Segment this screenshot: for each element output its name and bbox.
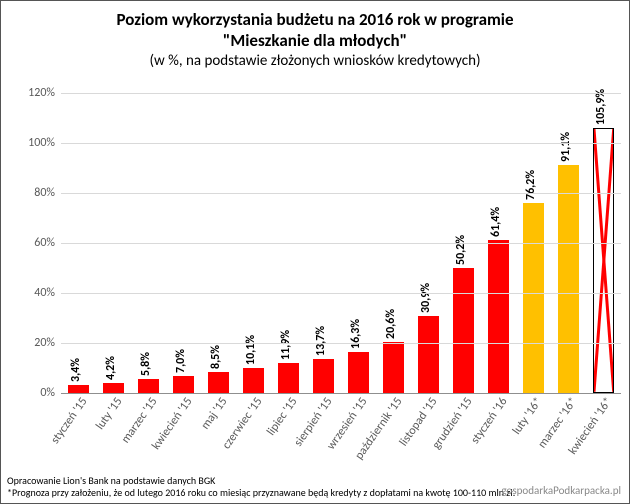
gridline <box>61 293 621 294</box>
bar-value-label: 5,8% <box>139 351 153 375</box>
bar-value-label: 105,9% <box>594 89 608 125</box>
x-axis-label: maj '15 <box>198 395 230 432</box>
gridline <box>61 193 621 194</box>
bar-value-label: 4,2% <box>104 355 118 379</box>
gridline <box>61 243 621 244</box>
bar: 10,1% <box>243 368 265 393</box>
chart-titles: Poziom wykorzystania budżetu na 2016 rok… <box>1 1 629 70</box>
bar: 7,0% <box>173 376 195 394</box>
bar-value-label: 16,3% <box>349 319 363 349</box>
gridline <box>61 343 621 344</box>
bar: 4,2% <box>103 383 125 394</box>
y-tick-label: 120% <box>28 86 55 100</box>
y-tick-label: 40% <box>34 286 55 300</box>
chart-title-line1: Poziom wykorzystania budżetu na 2016 rok… <box>1 9 629 30</box>
bar: 61,4% <box>488 240 510 394</box>
bar-value-label: 30,9% <box>419 283 433 313</box>
plot-region: 3,4% 4,2% 5,8% 7,0% 8,5% 10,1% 11,9% 13,7% 16,3%… <box>61 93 621 394</box>
bar: 91,1% <box>558 165 580 393</box>
x-label-slot: czerwiec '15 <box>236 393 271 483</box>
bar-value-label: 13,7% <box>314 326 328 356</box>
chart-footer: Opracowanie Lion's Bank na podstawie dan… <box>7 475 515 499</box>
bar-value-label: 8,5% <box>209 345 223 369</box>
bar: 50,2% <box>453 268 475 394</box>
bar: 76,2% <box>523 203 545 394</box>
x-label-slot: styczeń '15 <box>61 393 96 483</box>
cross-icon <box>594 129 614 392</box>
y-tick-label: 80% <box>34 186 55 200</box>
gridline <box>61 143 621 144</box>
bar: 30,9% <box>418 316 440 393</box>
x-label-slot: styczeń '16 <box>481 393 516 483</box>
bar: 16,3% <box>348 352 370 393</box>
bar-value-label: 7,0% <box>174 348 188 372</box>
bar-value-label: 91,1% <box>559 132 573 162</box>
chart-title-line2: "Mieszkanie dla młodych" <box>1 30 629 51</box>
bar: 11,9% <box>278 363 300 393</box>
bar-value-label: 11,9% <box>279 330 293 360</box>
bar-value-label: 61,4% <box>489 206 503 236</box>
y-tick-label: 20% <box>34 336 55 350</box>
x-label-slot: kwiecień '15 <box>166 393 201 483</box>
bar: 8,5% <box>208 372 230 393</box>
x-axis-label: styczeń '15 <box>48 395 90 447</box>
chart-frame: Poziom wykorzystania budżetu na 2016 rok… <box>0 0 630 504</box>
bar-value-label: 10,1% <box>244 335 258 365</box>
chart-area: 3,4% 4,2% 5,8% 7,0% 8,5% 10,1% 11,9% 13,7% 16,3%… <box>61 93 621 393</box>
y-tick-label: 60% <box>34 236 55 250</box>
chart-subtitle: (w %, na podstawie złożonych wniosków kr… <box>1 52 629 71</box>
x-axis-label: luty '15 <box>93 395 125 433</box>
y-tick-label: 100% <box>28 136 55 150</box>
x-axis-labels: styczeń '15luty '15marzec '15kwiecień '1… <box>61 393 621 483</box>
watermark: gospodarkaPodkarpacka.pl <box>501 484 621 497</box>
bar-value-label: 76,2% <box>524 169 538 199</box>
footer-line2: *Prognoza przy założeniu, że od lutego 2… <box>7 487 515 499</box>
bar: 5,8% <box>138 379 160 394</box>
bar-value-label: 20,6% <box>384 308 398 338</box>
x-label-slot: kwiecień '16* <box>586 393 621 483</box>
bar: 3,4% <box>68 385 90 394</box>
bar: 13,7% <box>313 359 335 393</box>
y-tick-label: 0% <box>40 386 55 400</box>
bar: 105,9% <box>593 128 615 393</box>
bar: 20,6% <box>383 342 405 394</box>
gridline <box>61 93 621 94</box>
bar-value-label: 3,4% <box>69 357 83 381</box>
bar-value-label: 50,2% <box>454 234 468 264</box>
